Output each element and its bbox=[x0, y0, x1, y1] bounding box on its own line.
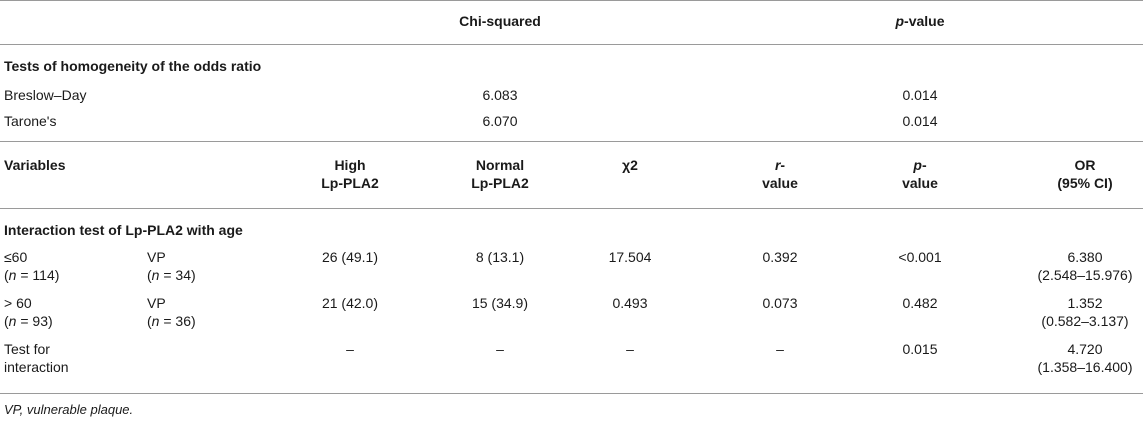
homogeneity-chi-breslow: 6.083 bbox=[482, 87, 518, 103]
row-le60-chi: 17.504 bbox=[608, 249, 652, 265]
row-gt60-p: 0.482 bbox=[902, 295, 938, 311]
row-gt60-sub: VP (n = 36) bbox=[147, 295, 196, 329]
row-test-normal: – bbox=[496, 341, 504, 357]
row-le60-normal: 8 (13.1) bbox=[475, 249, 525, 265]
row-gt60-r: 0.073 bbox=[762, 295, 798, 311]
header-p-value: p-value bbox=[895, 13, 945, 29]
header-p-value-2: p- value bbox=[902, 157, 938, 191]
row-le60-sub: VP (n = 34) bbox=[147, 249, 196, 283]
section-title-homogeneity: Tests of homogeneity of the odds ratio bbox=[4, 58, 262, 74]
row-test-p: 0.015 bbox=[902, 341, 938, 357]
row-test-label: Test for interaction bbox=[4, 341, 69, 375]
homogeneity-p-breslow: 0.014 bbox=[902, 87, 938, 103]
row-test-high: – bbox=[346, 341, 354, 357]
row-gt60-or: 1.352 (0.582–3.137) bbox=[1041, 295, 1129, 329]
row-test-or: 4.720 (1.358–16.400) bbox=[1037, 341, 1133, 375]
rule-before-main-header bbox=[0, 141, 1143, 142]
header-variables: Variables bbox=[4, 157, 66, 173]
header-chi-squared: Chi-squared bbox=[459, 13, 541, 29]
section-title-interaction: Interaction test of Lp-PLA2 with age bbox=[4, 222, 243, 238]
row-gt60-normal: 15 (34.9) bbox=[471, 295, 529, 311]
rule-after-main-header bbox=[0, 208, 1143, 209]
rule-after-top-header bbox=[0, 44, 1143, 45]
homogeneity-label-tarone: Tarone's bbox=[4, 113, 57, 129]
row-test-chi: – bbox=[626, 341, 634, 357]
footnote: VP, vulnerable plaque. bbox=[4, 402, 134, 417]
rule-bottom bbox=[0, 393, 1143, 394]
row-test-r: – bbox=[776, 341, 784, 357]
rule-top bbox=[0, 0, 1143, 1]
header-r-value: r- value bbox=[762, 157, 798, 191]
row-gt60-group: > 60 (n = 93) bbox=[4, 295, 53, 329]
row-le60-high: 26 (49.1) bbox=[321, 249, 379, 265]
row-le60-r: 0.392 bbox=[762, 249, 798, 265]
row-le60-group: ≤60 (n = 114) bbox=[4, 249, 60, 283]
row-le60-p: <0.001 bbox=[898, 249, 942, 265]
header-or-ci: OR (95% CI) bbox=[1057, 157, 1113, 191]
homogeneity-chi-tarone: 6.070 bbox=[482, 113, 518, 129]
homogeneity-label-breslow: Breslow–Day bbox=[4, 87, 87, 103]
row-gt60-high: 21 (42.0) bbox=[321, 295, 379, 311]
header-chi2: χ2 bbox=[622, 157, 638, 173]
row-le60-or: 6.380 (2.548–15.976) bbox=[1037, 249, 1133, 283]
header-high-lp-pla2: High Lp-PLA2 bbox=[321, 157, 379, 191]
header-normal-lp-pla2: Normal Lp-PLA2 bbox=[471, 157, 529, 191]
homogeneity-p-tarone: 0.014 bbox=[902, 113, 938, 129]
row-gt60-chi: 0.493 bbox=[612, 295, 648, 311]
